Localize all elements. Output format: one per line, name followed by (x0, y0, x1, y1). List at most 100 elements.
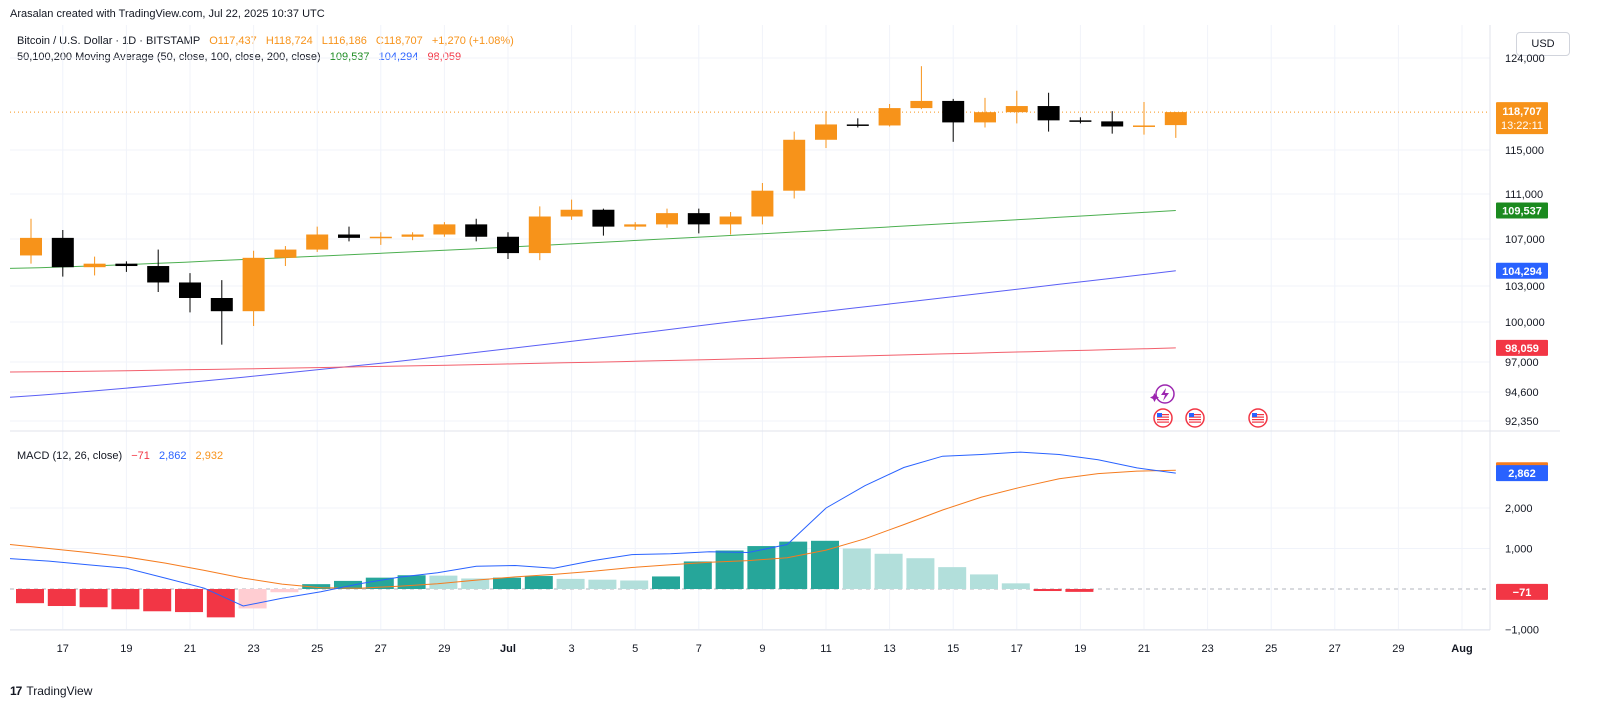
time-tick-label: Aug (1451, 643, 1472, 655)
candle-body (497, 236, 519, 254)
macd-histogram-bar (365, 577, 394, 589)
close-value: C118,707 (375, 35, 423, 47)
grid-lines (10, 25, 1490, 630)
macd-histogram-bar (556, 578, 585, 589)
price-tick-label: 94,600 (1505, 387, 1539, 399)
macd-histogram-bar (1033, 589, 1062, 592)
time-tick-label: 11 (820, 643, 831, 655)
candle-body (1037, 106, 1060, 121)
time-tick-label: 9 (759, 643, 765, 655)
axes: 124,000115,000111,000107,000103,000100,0… (10, 25, 1560, 655)
macd-histogram-bar (47, 589, 76, 607)
price-tick-label: 107,000 (1505, 234, 1545, 246)
candle-body (783, 139, 806, 191)
macd-line (9, 451, 1176, 607)
macd-label[interactable]: MACD (12, 26, close) (17, 450, 123, 462)
time-tick-label: 19 (1074, 643, 1086, 655)
macd-hist-tag-bg (1496, 583, 1548, 600)
candle-body (51, 237, 74, 268)
macd-histogram-bar (524, 576, 553, 589)
ma200-tag-bg (1496, 339, 1548, 356)
tradingview-logo: 17 TradingView (10, 684, 92, 698)
flag-canton (1189, 413, 1194, 417)
candle-body (974, 112, 996, 123)
macd-histogram-bar (238, 589, 267, 609)
last-price-tag-bg (1496, 102, 1548, 135)
candle-body (433, 224, 456, 235)
change-value: +1,270 (+1.08%) (431, 35, 514, 47)
candle-body (401, 234, 424, 237)
macd-tick-label: 2,000 (1505, 503, 1533, 515)
flag-canton (1252, 413, 1257, 417)
ma-legend: 50,100,200 Moving Average (50, close, 10… (17, 51, 461, 63)
flag-stripe (1157, 414, 1169, 416)
candle-body (656, 213, 678, 225)
price-tick-label: 100,000 (1505, 317, 1545, 329)
macd-histogram-bar (302, 584, 331, 589)
price-tick-label: 97,000 (1505, 357, 1539, 369)
candle-body (306, 234, 329, 250)
ma100-value: 104,294 (378, 51, 419, 63)
flag-ring (1153, 408, 1173, 428)
flag-stripe (1157, 421, 1169, 423)
header-credit: Arasalan created with TradingView.com, J… (10, 8, 325, 20)
macd-histogram-bar (429, 575, 458, 589)
high-value: H118,724 (265, 35, 313, 47)
candle-body (815, 124, 837, 140)
candle-body (83, 263, 106, 268)
ma100-tag-bg (1496, 262, 1548, 279)
macd-histogram-bar (620, 580, 649, 589)
us-flag-event-icon[interactable] (1248, 408, 1268, 428)
ma50-value: 109,537 (329, 51, 370, 63)
us-flag-event-icon[interactable] (1153, 408, 1173, 428)
flag-stripe (1252, 416, 1264, 418)
candle-body (528, 216, 551, 254)
candles (20, 66, 1187, 345)
time-tick-label: 13 (883, 643, 895, 655)
macd-legend: MACD (12, 26, close) −71 2,862 2,932 (17, 450, 223, 462)
low-value: L116,186 (321, 35, 367, 47)
time-tick-label: 23 (247, 643, 259, 655)
macd-tick-label: −1,000 (1505, 625, 1539, 637)
time-tick-label: 29 (438, 643, 450, 655)
time-tick-label: 27 (1329, 643, 1341, 655)
moving-average-lines (9, 210, 1176, 398)
last-price-tag: 118,707 (1502, 106, 1541, 118)
macd-line-value: 2,862 (158, 450, 187, 462)
macd-hist-value: −71 (131, 450, 150, 462)
currency-button[interactable]: USD (1516, 32, 1570, 56)
ma-label[interactable]: 50,100,200 Moving Average (50, close, 10… (17, 51, 321, 63)
open-value: O117,437 (209, 35, 257, 47)
macd-histogram-bar (79, 589, 108, 608)
candle-body (210, 298, 233, 312)
time-tick-label: 23 (1201, 643, 1213, 655)
candle-body (115, 263, 138, 267)
candle-body (242, 257, 265, 312)
time-tick-label: 29 (1392, 643, 1404, 655)
macd-histogram-bar (874, 553, 903, 589)
candle-body (1005, 106, 1028, 113)
ma50-tag: 109,537 (1502, 205, 1542, 217)
macd-histogram-bar (715, 550, 744, 589)
lightning-bolt (1161, 388, 1169, 401)
lightning-event-icon[interactable] (1150, 384, 1175, 404)
us-flag-event-icon[interactable] (1185, 408, 1205, 428)
time-tick-label: Jul (500, 643, 516, 655)
candle-body (338, 234, 360, 238)
macd-line-tag-bg (1496, 465, 1548, 482)
macd-histogram-bar (811, 540, 839, 589)
flag-stripe (1157, 416, 1169, 418)
candle-body (465, 224, 488, 237)
candle-body (719, 216, 742, 225)
macd-panel (9, 451, 1490, 618)
price-tick-label: 124,000 (1505, 53, 1545, 65)
time-tick-label: 7 (696, 643, 702, 655)
macd-histogram-bar (493, 577, 521, 589)
candle-body (751, 190, 774, 217)
candle-body (369, 236, 392, 239)
price-labels: 118,70713:22:11109,537104,29498,0592,932… (1496, 102, 1548, 600)
macd-histogram-bar (334, 580, 362, 589)
time-tick-label: 25 (311, 643, 323, 655)
macd-line-tag: 2,862 (1508, 468, 1536, 480)
